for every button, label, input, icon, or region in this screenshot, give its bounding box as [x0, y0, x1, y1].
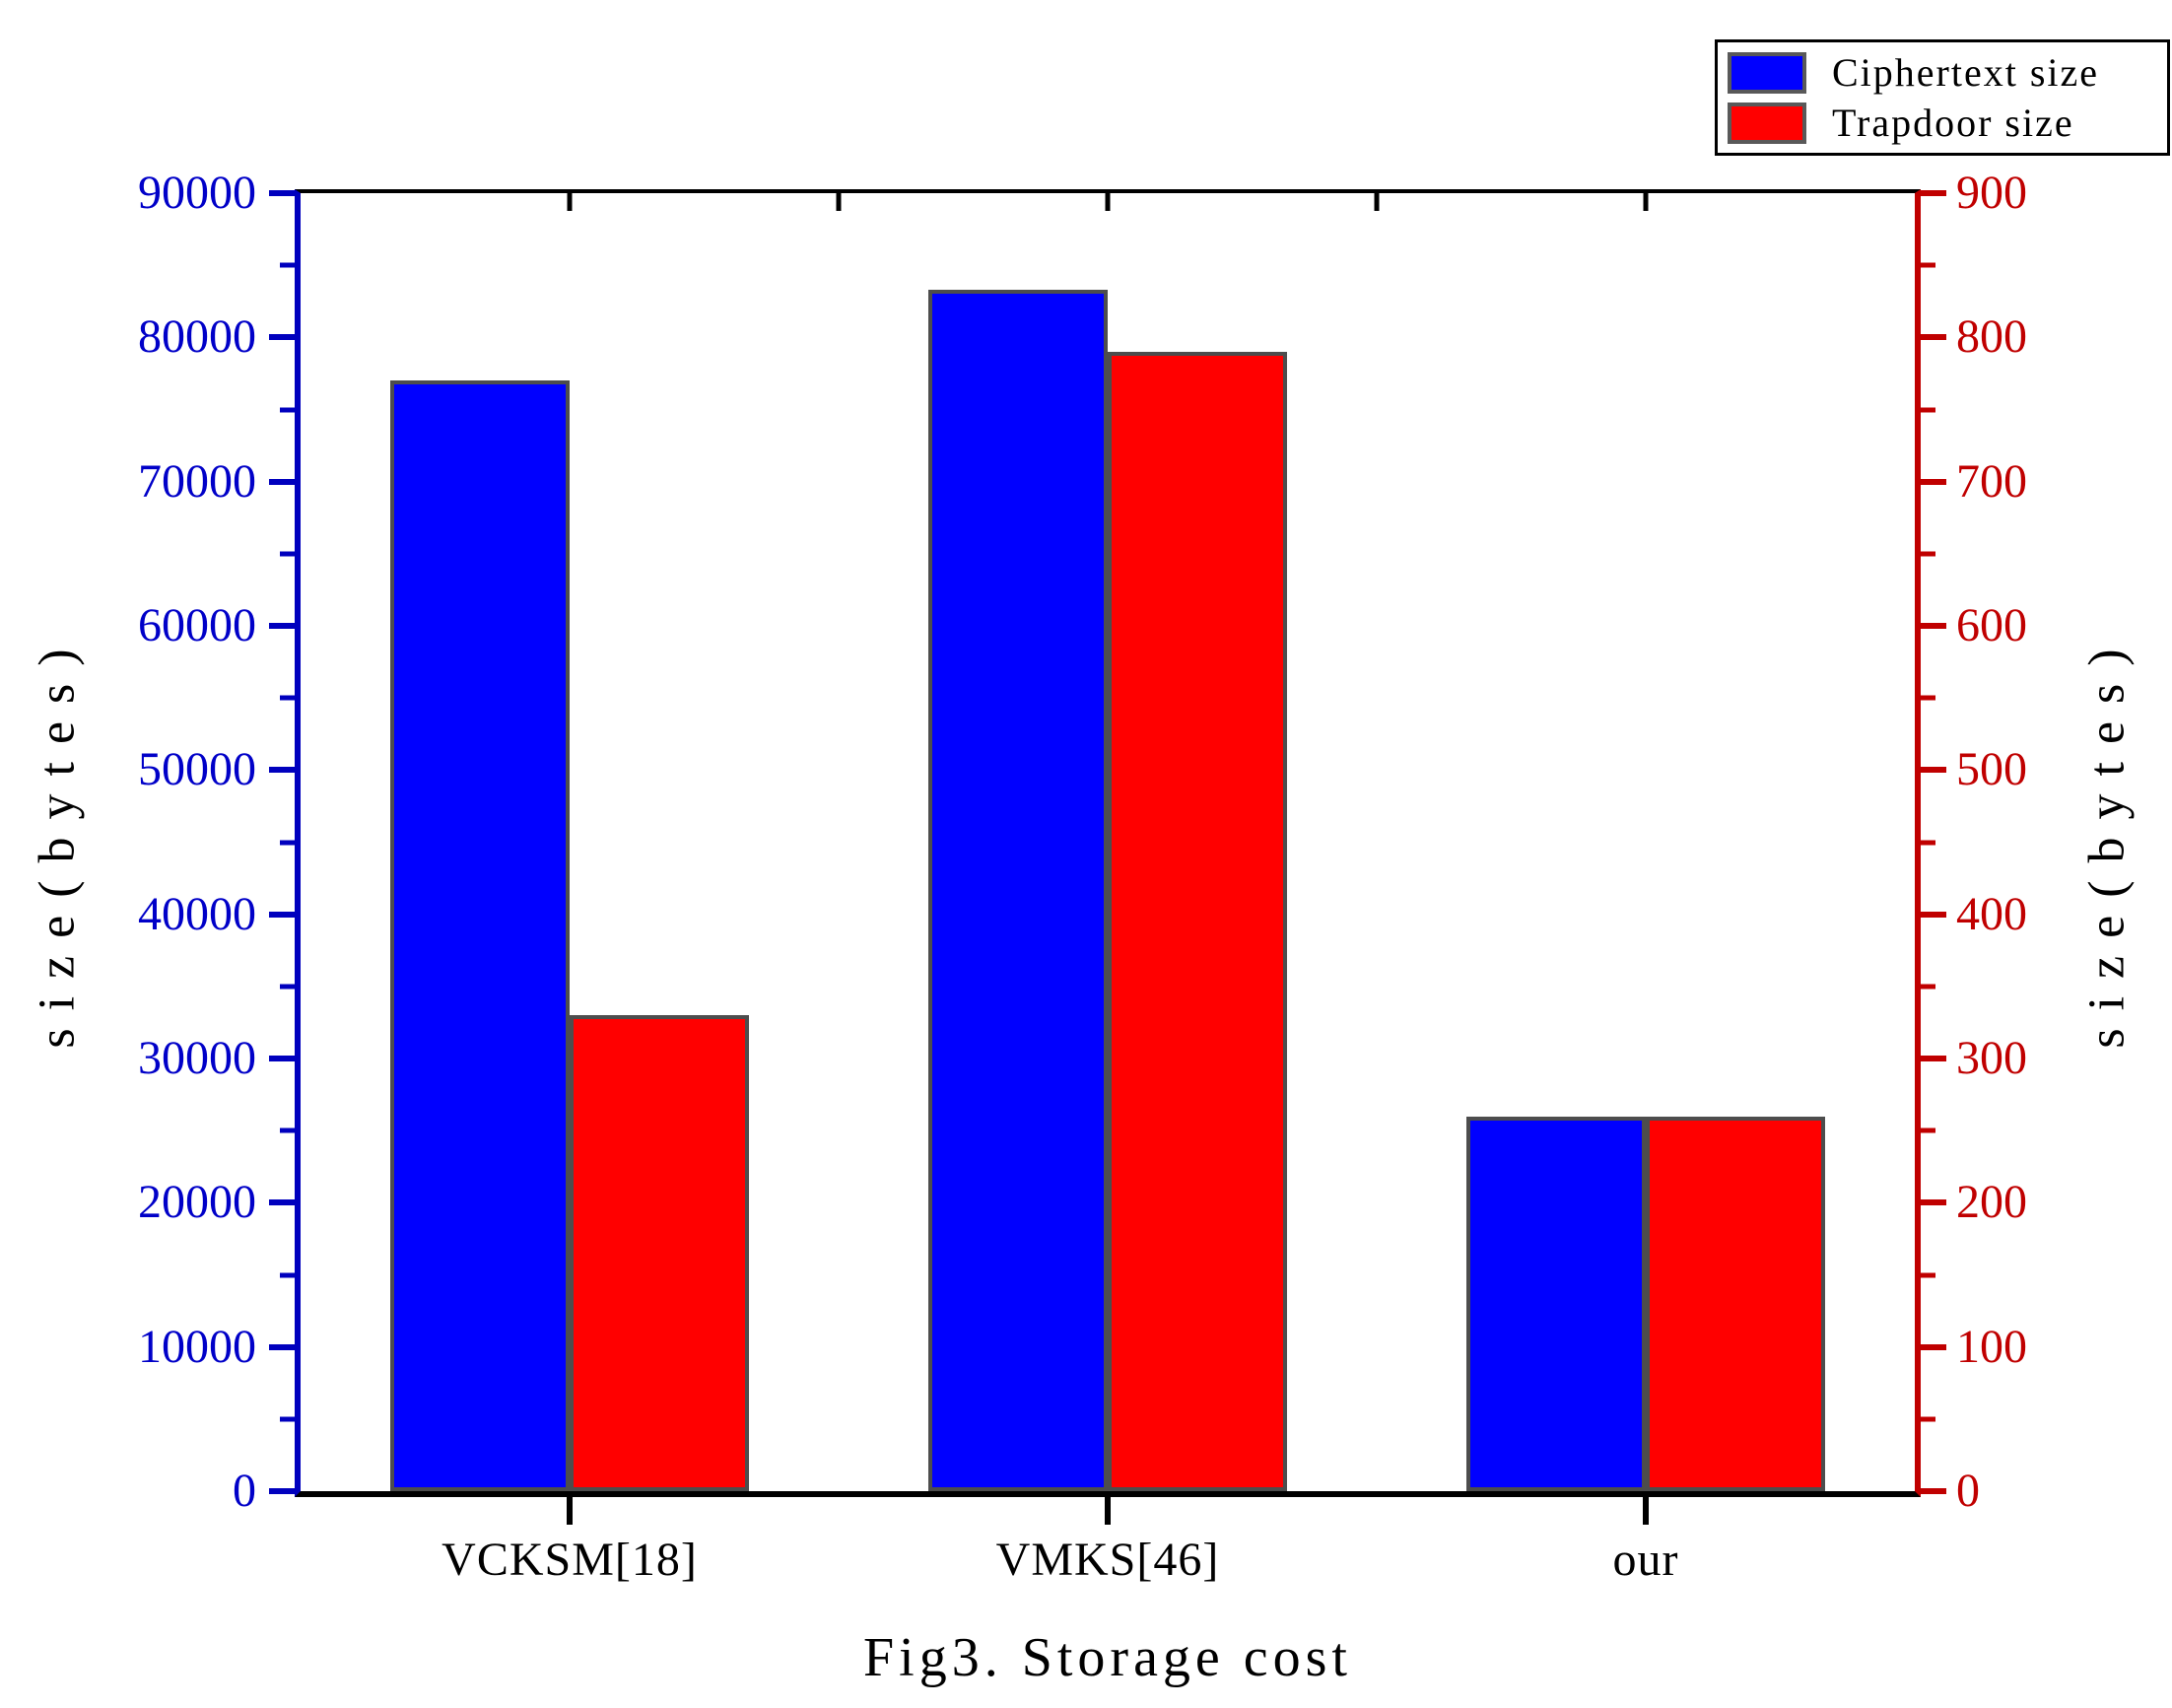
bar-ciphertext-3: [1466, 1117, 1646, 1491]
x-axis-major-tick: [1105, 1497, 1111, 1525]
x-axis-category-label-1: VCKSM[18]: [441, 1534, 698, 1586]
left-axis-major-tick: [269, 190, 295, 196]
right-axis-minor-tick: [1921, 1272, 1935, 1277]
x-axis-major-tick: [567, 1497, 573, 1525]
bar-ciphertext-2: [928, 290, 1108, 1491]
right-axis-tick-label: 600: [1956, 599, 2027, 651]
right-axis-minor-tick: [1921, 984, 1935, 990]
top-axis-tick: [567, 193, 573, 211]
left-axis-minor-tick: [280, 1272, 295, 1277]
right-axis-minor-tick: [1921, 695, 1935, 701]
right-axis-minor-tick: [1921, 407, 1935, 412]
legend-label-trapdoor-size: Trapdoor size: [1832, 100, 2074, 145]
right-axis-minor-tick: [1921, 840, 1935, 845]
left-axis-tick-label: 70000: [138, 454, 256, 508]
right-axis-tick-label: 200: [1956, 1176, 2027, 1229]
left-axis-tick-label: 90000: [138, 167, 256, 219]
right-axis-minor-tick: [1921, 1127, 1935, 1133]
left-axis-tick-label: 40000: [138, 887, 256, 940]
bar-trapdoor-1: [570, 1015, 749, 1491]
left-axis-major-tick: [269, 911, 295, 918]
bar-trapdoor-3: [1646, 1117, 1825, 1491]
legend-label-ciphertext-size: Ciphertext size: [1832, 49, 2100, 95]
right-axis-major-tick: [1921, 190, 1946, 196]
right-axis-title: size(bytes): [2078, 631, 2136, 1049]
bar-ciphertext-1: [390, 380, 570, 1491]
right-axis-major-tick: [1921, 1199, 1946, 1206]
x-axis-category-label-3: our: [1612, 1534, 1679, 1586]
top-axis-tick: [1105, 193, 1111, 211]
right-axis-minor-tick: [1921, 262, 1935, 268]
right-axis-tick-label: 0: [1956, 1465, 1980, 1517]
left-axis-minor-tick: [280, 1416, 295, 1422]
left-axis-minor-tick: [280, 1127, 295, 1133]
x-axis-major-tick: [1643, 1497, 1649, 1525]
legend-swatch-trapdoor-icon: [1728, 102, 1806, 144]
right-axis-tick-label: 700: [1956, 454, 2027, 508]
right-axis-major-tick: [1921, 334, 1946, 341]
right-axis-minor-tick: [1921, 1416, 1935, 1422]
figure-title: Fig3. Storage cost: [863, 1627, 1352, 1688]
right-axis-major-tick: [1921, 478, 1946, 485]
left-axis-minor-tick: [280, 984, 295, 990]
left-axis-major-tick: [269, 1199, 295, 1206]
legend-item-trapdoor-size: Trapdoor size: [1724, 98, 2161, 148]
legend-item-ciphertext-size: Ciphertext size: [1724, 47, 2161, 98]
left-axis-minor-tick: [280, 407, 295, 412]
right-axis-tick-label: 500: [1956, 743, 2027, 796]
left-axis-major-tick: [269, 1488, 295, 1494]
right-axis-tick-label: 400: [1956, 887, 2027, 940]
left-axis-tick-label: 50000: [138, 743, 256, 796]
x-axis-category-label-2: VMKS[46]: [995, 1534, 1220, 1586]
right-axis-major-tick: [1921, 1488, 1946, 1494]
left-axis-minor-tick: [280, 551, 295, 557]
right-axis-major-tick: [1921, 1056, 1946, 1061]
left-axis-tick-label: 80000: [138, 310, 256, 364]
plot-area: 0 10000 20000 30000 40000 50000 60000 70000 8000…: [138, 170, 2027, 1584]
left-axis-tick-label: 60000: [138, 599, 256, 651]
left-axis-tick-label: 0: [233, 1465, 256, 1517]
left-axis-tick-label: 30000: [138, 1032, 256, 1084]
left-axis-major-tick: [269, 334, 295, 341]
right-axis-major-tick: [1921, 767, 1946, 774]
left-axis-major-tick: [269, 767, 295, 774]
top-axis-tick: [1374, 193, 1380, 211]
left-axis-major-tick: [269, 1056, 295, 1061]
right-axis-tick-label: 300: [1956, 1032, 2027, 1084]
right-axis-tick-label: 900: [1956, 167, 2027, 219]
left-axis-major-tick: [269, 1343, 295, 1350]
right-axis-tick-label: 800: [1956, 310, 2027, 364]
right-axis-major-tick: [1921, 911, 1946, 918]
left-axis-major-tick: [269, 478, 295, 485]
left-axis-minor-tick: [280, 262, 295, 268]
left-axis-title: size(bytes): [29, 631, 86, 1049]
legend-swatch-ciphertext-icon: [1728, 51, 1806, 94]
right-axis-minor-tick: [1921, 551, 1935, 557]
left-axis-minor-tick: [280, 695, 295, 701]
left-axis-major-tick: [269, 623, 295, 629]
right-axis-major-tick: [1921, 623, 1946, 629]
top-axis-tick: [836, 193, 842, 211]
top-axis-tick: [1643, 193, 1649, 211]
legend: Ciphertext size Trapdoor size: [1715, 39, 2170, 156]
right-axis-major-tick: [1921, 1343, 1946, 1350]
left-axis-minor-tick: [280, 840, 295, 845]
left-axis-tick-label: 10000: [138, 1320, 256, 1373]
left-axis-tick-label: 20000: [138, 1176, 256, 1229]
bar-trapdoor-2: [1108, 352, 1287, 1491]
right-axis-tick-label: 100: [1956, 1320, 2027, 1373]
